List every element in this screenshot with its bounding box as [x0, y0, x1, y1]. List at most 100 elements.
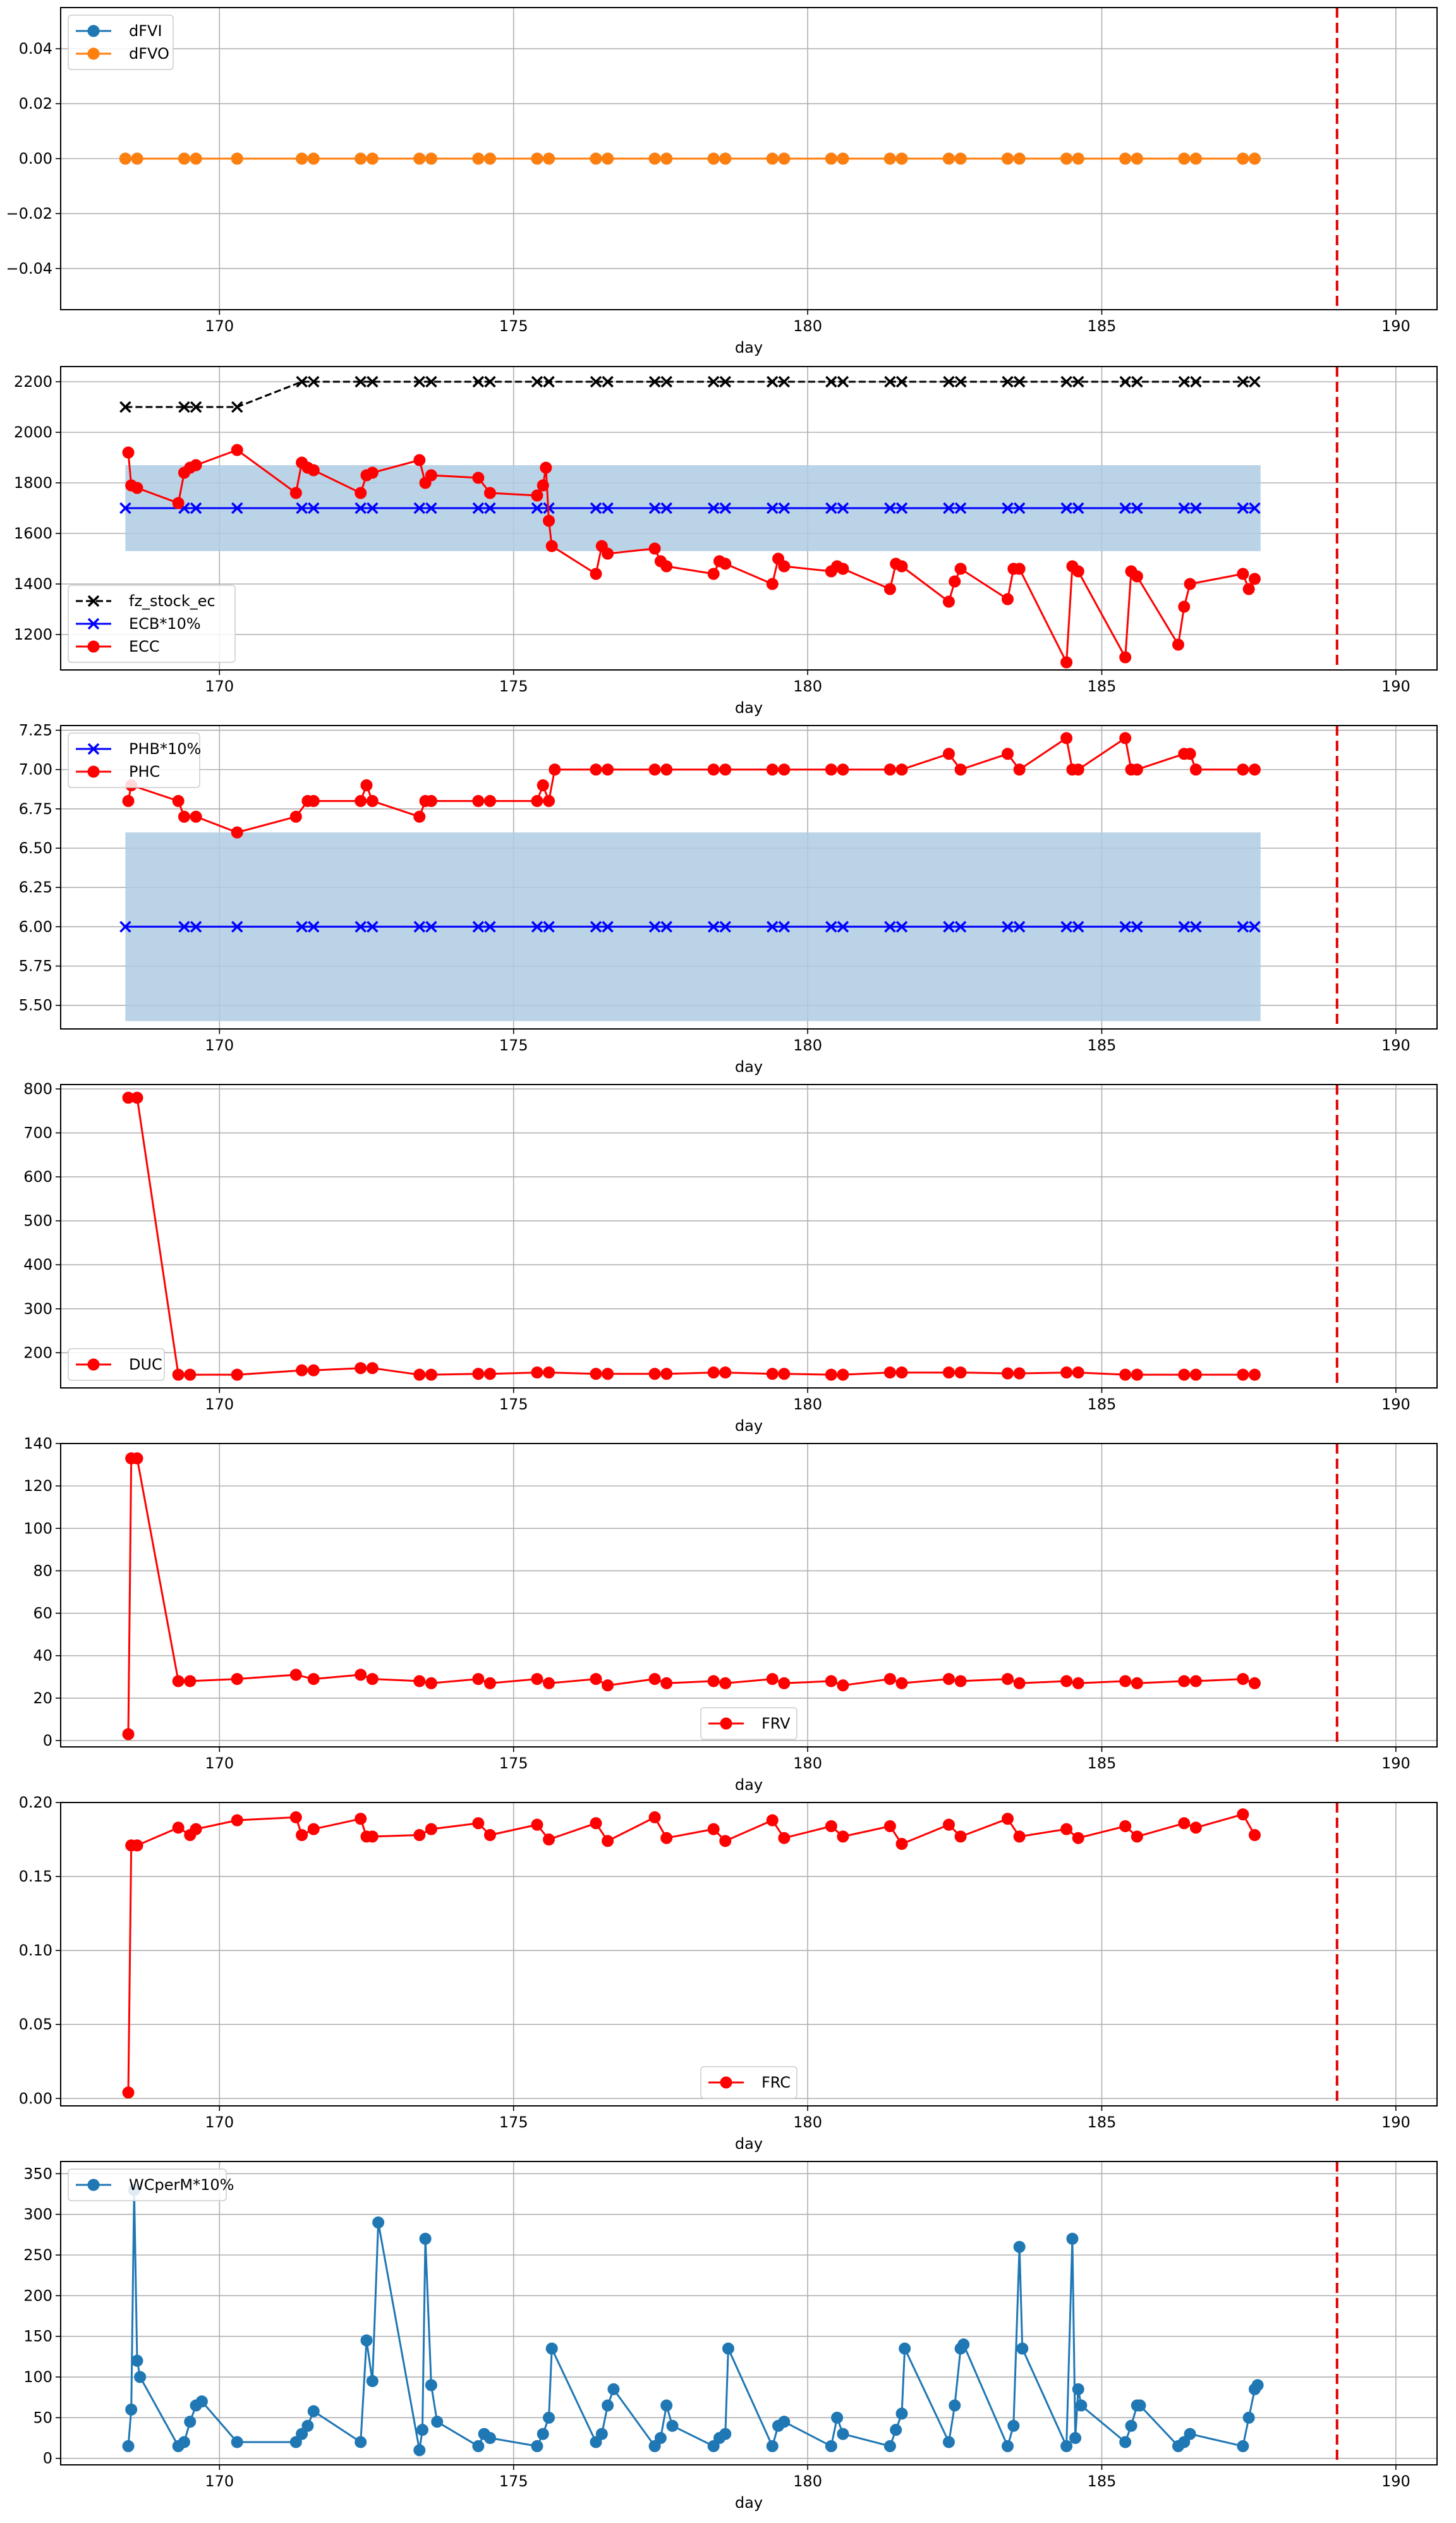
legend-marker-p3-0: [87, 743, 100, 755]
data-point-p7-0-50: [890, 2424, 902, 2436]
data-point-p2-2-23: [543, 514, 555, 527]
data-point-p6-0-25: [766, 1814, 779, 1827]
ytick-label-p4-6: 800: [23, 1080, 52, 1098]
xtick-label-p7-3: 185: [1088, 2472, 1117, 2490]
data-point-p4-0-30: [1013, 1367, 1026, 1380]
data-point-p6-0-2: [131, 1839, 143, 1852]
data-point-p2-0-4: [296, 375, 308, 388]
data-point-p2-0-37: [1249, 375, 1261, 388]
data-point-p2-1-15: [602, 502, 614, 514]
data-point-p2-2-45: [954, 562, 967, 575]
data-point-p5-0-14: [531, 1673, 543, 1686]
data-point-p3-1-0: [122, 794, 135, 807]
data-point-p5-0-0: [122, 1728, 135, 1741]
data-point-p1-1-19: [707, 152, 720, 165]
data-point-p2-0-32: [1119, 375, 1131, 388]
data-point-p3-1-12: [413, 810, 426, 823]
data-point-p1-1-23: [825, 152, 837, 165]
data-point-p7-0-20: [416, 2424, 428, 2436]
data-point-p7-0-22: [425, 2379, 437, 2392]
data-point-p7-0-62: [1066, 2232, 1079, 2245]
data-point-p5-0-20: [707, 1675, 720, 1687]
xtick-label-p5-3: 185: [1088, 1754, 1117, 1772]
data-point-p2-1-28: [1002, 502, 1014, 514]
data-point-p2-0-19: [719, 375, 732, 388]
data-point-p2-2-12: [355, 487, 367, 499]
data-point-p1-1-15: [590, 152, 602, 165]
data-point-p2-1-37: [1249, 502, 1261, 514]
data-point-p5-0-12: [472, 1673, 485, 1686]
data-point-p1-1-33: [1119, 152, 1132, 165]
data-point-p3-0-28: [1002, 921, 1014, 933]
legend-label-p4-0: DUC: [129, 1356, 162, 1373]
data-point-p7-0-30: [545, 2342, 558, 2355]
chart-panel-p1: 170 175 180 185 190 −0.04 −0.02 0.00 0.02 0.04 day…: [6, 7, 1438, 356]
data-point-p2-2-6: [190, 459, 202, 471]
data-point-p2-2-43: [942, 595, 955, 608]
data-point-p7-0-32: [595, 2428, 608, 2440]
data-point-p7-0-11: [289, 2436, 302, 2448]
ytick-label-p5-2: 40: [33, 1647, 52, 1665]
data-point-p1-1-2: [178, 152, 190, 165]
data-point-p2-1-26: [943, 502, 955, 514]
data-point-p2-0-5: [307, 375, 320, 388]
data-point-p5-0-28: [942, 1673, 955, 1686]
data-point-p4-0-20: [719, 1366, 732, 1379]
data-point-p3-0-24: [884, 921, 896, 933]
data-point-p4-0-18: [660, 1368, 673, 1380]
data-point-p6-0-18: [543, 1833, 555, 1846]
data-point-p2-2-52: [1119, 651, 1132, 664]
data-point-p6-0-7: [289, 1811, 302, 1823]
data-point-p3-0-21: [778, 921, 791, 933]
data-point-p2-2-40: [883, 583, 896, 595]
data-point-p4-0-23: [825, 1368, 837, 1381]
ytick-label-p1-0: −0.04: [6, 260, 52, 277]
data-point-p6-0-5: [190, 1823, 202, 1835]
data-point-p2-2-19: [483, 487, 496, 499]
data-point-p2-2-22: [540, 461, 552, 474]
ytick-label-p5-5: 100: [23, 1519, 52, 1537]
data-point-p2-2-56: [1178, 600, 1191, 613]
data-point-p4-0-10: [425, 1368, 437, 1381]
data-point-p3-1-9: [355, 794, 367, 807]
data-point-p2-1-22: [825, 502, 837, 514]
data-point-p3-1-8: [307, 794, 320, 807]
data-point-p7-0-4: [134, 2371, 147, 2383]
data-point-p2-2-3: [172, 497, 185, 509]
data-point-p2-2-2: [131, 482, 143, 494]
data-point-p2-0-8: [413, 375, 426, 388]
legend-p4: DUC: [68, 1348, 165, 1381]
data-point-p6-0-39: [1178, 1817, 1191, 1830]
ytick-label-p7-3: 150: [23, 2328, 52, 2345]
data-point-p4-0-29: [1002, 1367, 1014, 1380]
data-point-p2-1-10: [472, 502, 485, 514]
xtick-label-p6-2: 180: [793, 2113, 822, 2131]
data-point-p3-0-22: [825, 921, 837, 933]
chart-panel-p5: 170 175 180 185 190 0 20 40 60 80 100 120 140 day FRV: [23, 1435, 1438, 1794]
data-point-p3-0-7: [367, 921, 379, 933]
data-point-p5-0-39: [1248, 1677, 1261, 1689]
data-point-p2-0-34: [1178, 375, 1191, 388]
data-point-p3-1-40: [1119, 732, 1132, 745]
data-point-p7-0-43: [766, 2440, 779, 2452]
xtick-label-p2-3: 185: [1088, 678, 1117, 695]
data-point-p3-0-32: [1119, 921, 1131, 933]
data-point-p3-1-18: [537, 779, 549, 792]
legend-p2: fz_stock_ec ECB*10% ECC: [68, 585, 236, 663]
data-point-p3-0-33: [1131, 921, 1143, 933]
data-point-p1-1-36: [1189, 152, 1202, 165]
data-point-p1-1-8: [366, 152, 379, 165]
ytick-label-p3-2: 6.00: [19, 918, 52, 935]
data-point-p7-0-6: [178, 2436, 190, 2448]
data-point-p3-0-36: [1237, 921, 1249, 933]
data-point-p1-1-28: [954, 152, 967, 165]
ytick-label-p5-1: 20: [33, 1689, 52, 1707]
data-point-p2-1-33: [1131, 502, 1143, 514]
data-point-p2-2-51: [1072, 565, 1084, 578]
data-point-p6-0-12: [366, 1830, 379, 1843]
xtick-label-p6-4: 190: [1381, 2113, 1410, 2131]
data-point-p1-1-10: [425, 152, 437, 165]
data-point-p1-1-5: [296, 152, 308, 165]
data-point-p3-1-46: [1237, 763, 1249, 776]
